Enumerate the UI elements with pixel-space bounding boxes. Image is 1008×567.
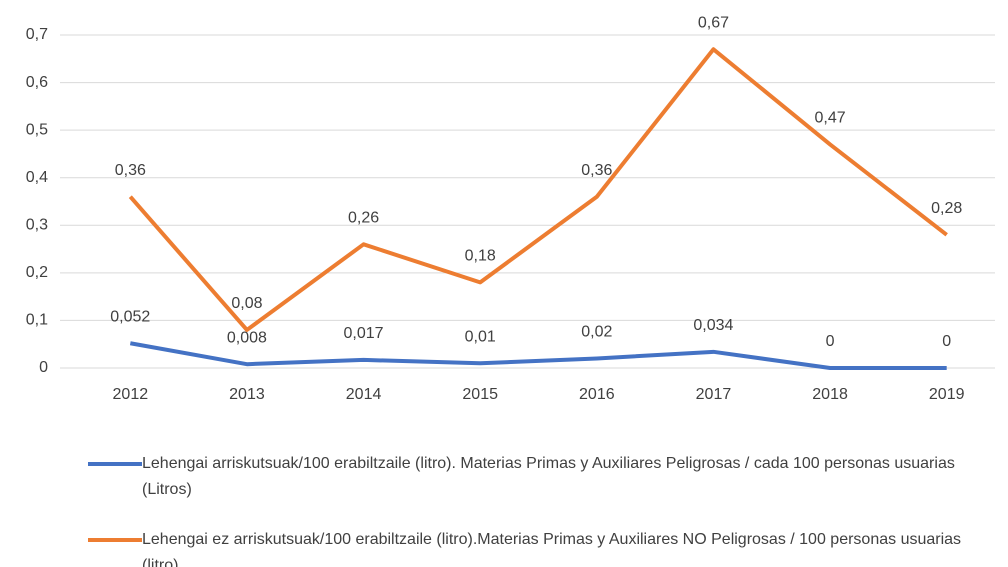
legend-swatch <box>88 538 142 542</box>
data-label: 0,008 <box>227 329 267 346</box>
data-label: 0,26 <box>348 210 379 227</box>
x-tick-label: 2015 <box>462 386 498 403</box>
legend-item: Lehengai ez arriskutsuak/100 erabiltzail… <box>88 527 968 567</box>
data-label: 0,18 <box>465 248 496 265</box>
x-tick-label: 2018 <box>812 386 848 403</box>
series-line <box>128 47 948 332</box>
data-label: 0,052 <box>110 308 150 325</box>
data-label: 0,67 <box>698 14 729 31</box>
x-tick-label: 2013 <box>229 386 265 403</box>
data-label: 0,02 <box>581 324 612 341</box>
legend-swatch <box>88 462 142 466</box>
y-tick-label: 0,5 <box>26 121 48 138</box>
legend-label: Lehengai arriskutsuak/100 erabiltzaile (… <box>142 455 955 498</box>
y-tick-label: 0 <box>39 359 48 376</box>
data-label: 0,08 <box>231 295 262 312</box>
legend-label: Lehengai ez arriskutsuak/100 erabiltzail… <box>142 531 962 567</box>
y-tick-label: 0,1 <box>26 312 48 329</box>
data-label: 0 <box>826 333 835 350</box>
data-label: 0,36 <box>115 162 146 179</box>
data-label: 0,28 <box>931 200 962 217</box>
x-tick-label: 2016 <box>579 386 615 403</box>
x-tick-label: 2017 <box>696 386 732 403</box>
data-label: 0,36 <box>581 162 612 179</box>
data-label: 0,034 <box>693 317 733 334</box>
legend-item: Lehengai arriskutsuak/100 erabiltzaile (… <box>88 451 968 503</box>
x-tick-label: 2014 <box>346 386 382 403</box>
data-label: 0,47 <box>814 110 845 127</box>
y-tick-label: 0,7 <box>26 26 48 43</box>
x-tick-label: 2019 <box>929 386 965 403</box>
data-label: 0 <box>942 333 951 350</box>
y-tick-label: 0,3 <box>26 217 48 234</box>
y-tick-label: 0,4 <box>26 169 48 186</box>
data-label: 0,017 <box>344 325 384 342</box>
x-tick-label: 2012 <box>113 386 149 403</box>
y-tick-label: 0,6 <box>26 74 48 91</box>
y-tick-label: 0,2 <box>26 264 48 281</box>
data-label: 0,01 <box>465 328 496 345</box>
series-line <box>129 341 947 370</box>
